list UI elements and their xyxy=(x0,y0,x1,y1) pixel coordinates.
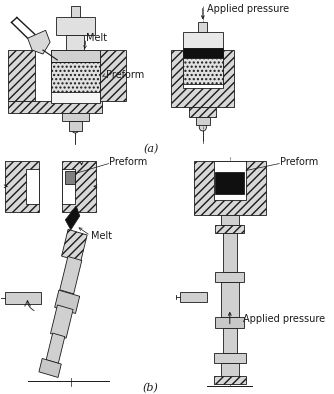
Bar xyxy=(55,17,95,35)
Bar xyxy=(8,50,35,101)
Bar xyxy=(66,35,84,53)
Polygon shape xyxy=(39,359,61,377)
Bar xyxy=(198,22,207,32)
Polygon shape xyxy=(50,305,73,338)
Text: (b): (b) xyxy=(143,383,159,393)
Text: Preform: Preform xyxy=(110,157,148,167)
Bar xyxy=(215,272,244,282)
Bar xyxy=(221,282,239,317)
Bar xyxy=(62,169,75,204)
Bar xyxy=(183,32,223,48)
Polygon shape xyxy=(28,30,50,54)
Bar xyxy=(71,6,80,17)
Bar xyxy=(171,50,234,107)
Bar xyxy=(214,353,246,363)
Text: Melt: Melt xyxy=(86,33,107,43)
Polygon shape xyxy=(65,206,80,230)
Text: Preform: Preform xyxy=(106,70,144,80)
Bar xyxy=(196,117,210,125)
Polygon shape xyxy=(46,333,65,363)
Bar xyxy=(62,113,89,121)
Text: Melt: Melt xyxy=(91,230,112,241)
Polygon shape xyxy=(55,290,80,314)
Bar xyxy=(223,329,237,353)
Bar xyxy=(223,233,237,272)
Bar xyxy=(183,48,223,87)
Bar xyxy=(5,292,41,304)
Text: Preform: Preform xyxy=(280,157,318,167)
Circle shape xyxy=(199,123,206,131)
Bar xyxy=(221,363,239,378)
Bar xyxy=(221,215,239,225)
Bar xyxy=(51,50,100,62)
Bar xyxy=(215,173,244,194)
Bar xyxy=(215,317,244,329)
Circle shape xyxy=(72,125,79,133)
Bar xyxy=(26,169,39,204)
Text: Applied pressure: Applied pressure xyxy=(207,4,290,13)
Bar xyxy=(189,107,216,117)
Bar xyxy=(183,58,223,84)
Bar xyxy=(215,225,244,233)
Bar xyxy=(194,161,266,215)
Text: (a): (a) xyxy=(143,144,158,154)
Bar xyxy=(214,161,246,200)
Bar xyxy=(5,161,39,212)
Bar xyxy=(51,62,100,91)
Bar xyxy=(62,161,96,212)
Bar xyxy=(180,292,207,302)
Bar xyxy=(100,50,127,101)
Polygon shape xyxy=(61,229,87,262)
Text: Applied pressure: Applied pressure xyxy=(243,314,325,323)
Bar xyxy=(65,171,75,184)
Bar xyxy=(183,48,223,58)
Bar xyxy=(51,50,100,103)
Bar xyxy=(214,376,246,384)
Bar xyxy=(69,121,81,131)
Polygon shape xyxy=(60,256,82,294)
Bar xyxy=(8,101,102,113)
